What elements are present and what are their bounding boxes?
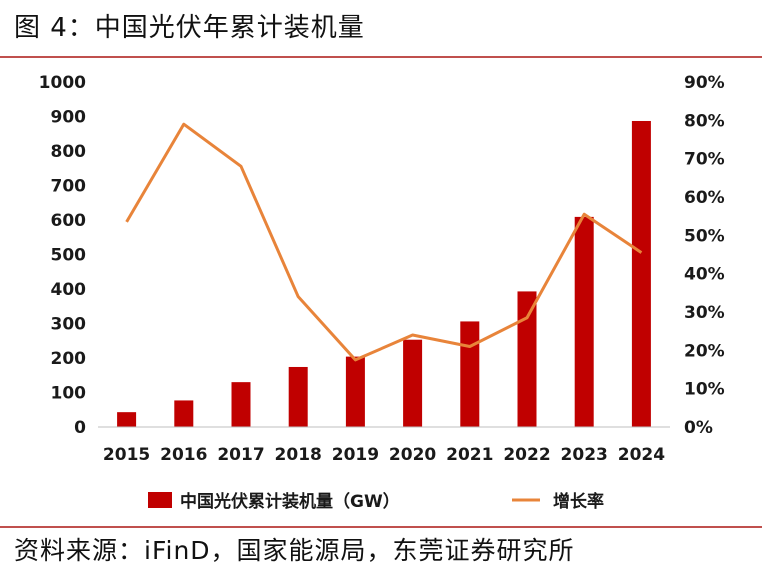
right-tick-label: 0%	[684, 418, 713, 438]
bar-2024	[631, 120, 651, 428]
bar-2022	[517, 291, 537, 427]
chart: 0 100 200 300 400 500 600 700 800 900 1000 0% 10% 20…	[39, 73, 725, 512]
left-tick-label: 900	[51, 108, 87, 128]
right-tick-label: 40%	[684, 265, 725, 285]
x-tick-label: 2022	[503, 445, 550, 465]
bar-2019	[345, 356, 365, 427]
left-tick-label: 800	[51, 142, 87, 162]
bar-2016	[174, 400, 194, 427]
left-tick-label: 600	[51, 211, 87, 231]
right-tick-label: 60%	[684, 188, 725, 208]
figure-title: 图 4：中国光伏年累计装机量	[14, 13, 365, 43]
bottom-rule	[0, 526, 762, 528]
x-tick-label: 2019	[332, 445, 379, 465]
left-tick-label: 100	[51, 384, 87, 404]
x-tick-label: 2023	[561, 445, 608, 465]
left-tick-label: 500	[51, 246, 87, 266]
left-tick-label: 200	[51, 349, 87, 369]
x-tick-label: 2015	[103, 445, 150, 465]
bar-2023	[574, 216, 594, 427]
x-axis: 2015 2016 2017 2018 2019 2020 2021 2022 2023 2024	[103, 445, 665, 465]
legend-line-label: 增长率	[553, 491, 604, 512]
bar-2018	[288, 366, 308, 427]
right-axis: 0% 10% 20% 30% 40% 50% 60% 70% 80% 90%	[684, 73, 725, 438]
x-tick-label: 2024	[618, 445, 665, 465]
bar-2015	[117, 412, 137, 427]
growth-rate-line	[125, 122, 643, 362]
x-tick-label: 2018	[275, 445, 322, 465]
x-tick-label: 2017	[217, 445, 264, 465]
x-tick-label: 2021	[446, 445, 493, 465]
left-axis: 0 100 200 300 400 500 600 700 800 900 1000	[39, 73, 86, 438]
right-tick-label: 10%	[684, 380, 725, 400]
left-tick-label: 400	[51, 280, 87, 300]
right-tick-label: 80%	[684, 111, 725, 131]
right-tick-label: 50%	[684, 226, 725, 246]
x-tick-label: 2020	[389, 445, 436, 465]
bar-2017	[231, 382, 251, 427]
left-tick-label: 700	[51, 177, 87, 197]
legend-bar-label: 中国光伏累计装机量（GW）	[180, 491, 400, 512]
line-series	[125, 122, 643, 362]
legend: 中国光伏累计装机量（GW） 增长率	[148, 491, 604, 512]
bar-2020	[403, 339, 423, 427]
left-tick-label: 300	[51, 315, 87, 335]
left-tick-label: 0	[74, 418, 86, 438]
legend-bar-swatch	[148, 492, 172, 508]
right-tick-label: 30%	[684, 303, 725, 323]
right-tick-label: 70%	[684, 150, 725, 170]
x-tick-label: 2016	[160, 445, 207, 465]
bar-series	[117, 120, 651, 428]
figure-source: 资料来源：iFinD，国家能源局，东莞证券研究所	[14, 536, 575, 565]
bar-2021	[460, 321, 480, 427]
top-rule	[0, 56, 762, 58]
right-tick-label: 20%	[684, 341, 725, 361]
right-tick-label: 90%	[684, 73, 725, 93]
left-tick-label: 1000	[39, 73, 86, 93]
